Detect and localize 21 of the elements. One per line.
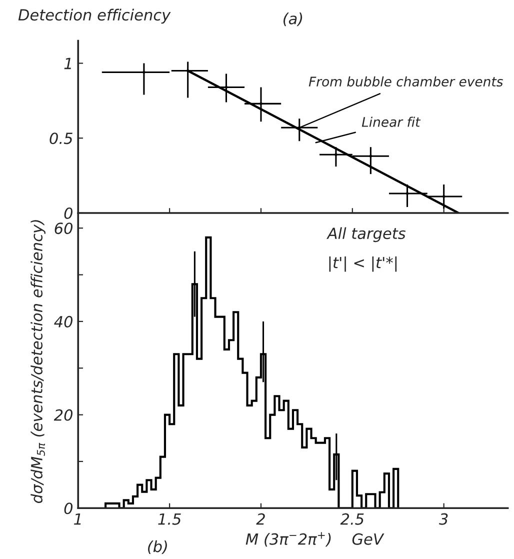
y-tick-label: 0.5 [50, 132, 72, 144]
y-tick-label: 0 [64, 207, 72, 219]
annotation: |t'| < |t'*| [329, 256, 397, 272]
y-tick-label: 1 [64, 58, 71, 70]
x-tick-label: 1.5 [158, 513, 181, 525]
x-tick-label: 2.5 [340, 513, 364, 525]
x-tick-label: 1 [74, 513, 81, 525]
text: (b) [148, 540, 167, 554]
annotation: All targets [326, 227, 406, 242]
annotation: From bubble chamber events [308, 76, 503, 87]
x-tick-label: 2 [256, 513, 265, 525]
y-tick-label: 0 [64, 502, 72, 514]
y-tick-label: 20 [54, 409, 72, 421]
y-tick-label: 60 [54, 222, 72, 234]
x-tick-label: 3 [439, 513, 448, 525]
x-axis-title: M (3π$^{−}$2π$^{+}$) GeV [246, 532, 384, 547]
y-tick-label: 40 [54, 316, 72, 328]
chart-title: (a) [284, 12, 302, 26]
y-axis-title: Detection efficiency [18, 8, 171, 24]
annotation: Linear fit [362, 116, 421, 127]
y-axis-title: dσ/dM$_{5π}$ (events/detection efficiency) [30, 220, 46, 504]
